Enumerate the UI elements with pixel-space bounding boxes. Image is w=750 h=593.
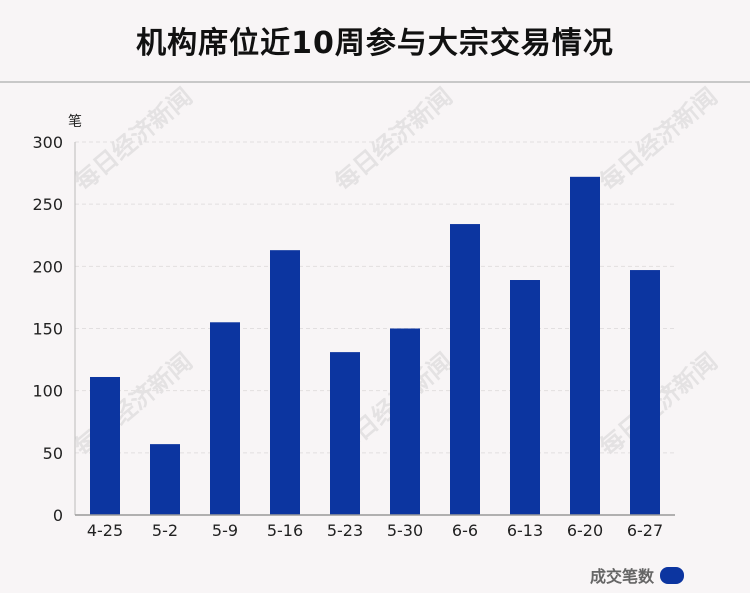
y-tick-label: 200 — [32, 257, 63, 276]
bar-4-25 — [90, 376, 120, 515]
x-tick-label: 4-25 — [87, 521, 123, 540]
x-tick-label: 5-30 — [387, 521, 423, 540]
y-tick-label: 100 — [32, 382, 63, 401]
x-tick-label: 5-2 — [152, 521, 178, 540]
legend-swatch — [660, 566, 684, 584]
bar-6-27 — [630, 270, 660, 515]
x-tick-label: 6-20 — [567, 521, 603, 540]
x-tick-label: 6-13 — [507, 521, 543, 540]
bar-5-2 — [150, 444, 180, 515]
bar-6-6 — [450, 224, 480, 515]
bar-5-30 — [390, 328, 420, 515]
y-tick-label: 250 — [32, 195, 63, 214]
x-tick-label: 6-27 — [627, 521, 663, 540]
y-tick-label: 150 — [32, 320, 63, 339]
bar-6-13 — [510, 280, 540, 515]
legend-label: 成交笔数 — [589, 567, 654, 586]
bar-5-23 — [330, 352, 360, 515]
bars — [90, 176, 660, 516]
x-tick-label: 5-9 — [212, 521, 238, 540]
bar-5-9 — [210, 322, 240, 515]
bar-5-16 — [270, 250, 300, 516]
x-tick-label: 5-16 — [267, 521, 303, 540]
legend: 成交笔数 — [590, 563, 684, 587]
x-tick-label: 6-6 — [452, 521, 478, 540]
y-axis-unit-label: 笔 — [68, 114, 82, 130]
y-tick-label: 0 — [53, 506, 63, 525]
x-tick-label: 5-23 — [327, 521, 363, 540]
chart-title: 机构席位近10周参与大宗交易情况 — [136, 26, 614, 61]
y-tick-label: 50 — [43, 444, 63, 463]
y-tick-label: 300 — [32, 133, 63, 152]
y-tick-labels: 0 50 100 150 200 250 300 — [32, 133, 63, 525]
title-divider — [0, 81, 750, 83]
bar-6-20 — [570, 176, 600, 515]
x-tick-labels: 4-25 5-2 5-9 5-16 5-23 5-30 6-6 6-13 6-20 6-27 — [87, 521, 663, 540]
